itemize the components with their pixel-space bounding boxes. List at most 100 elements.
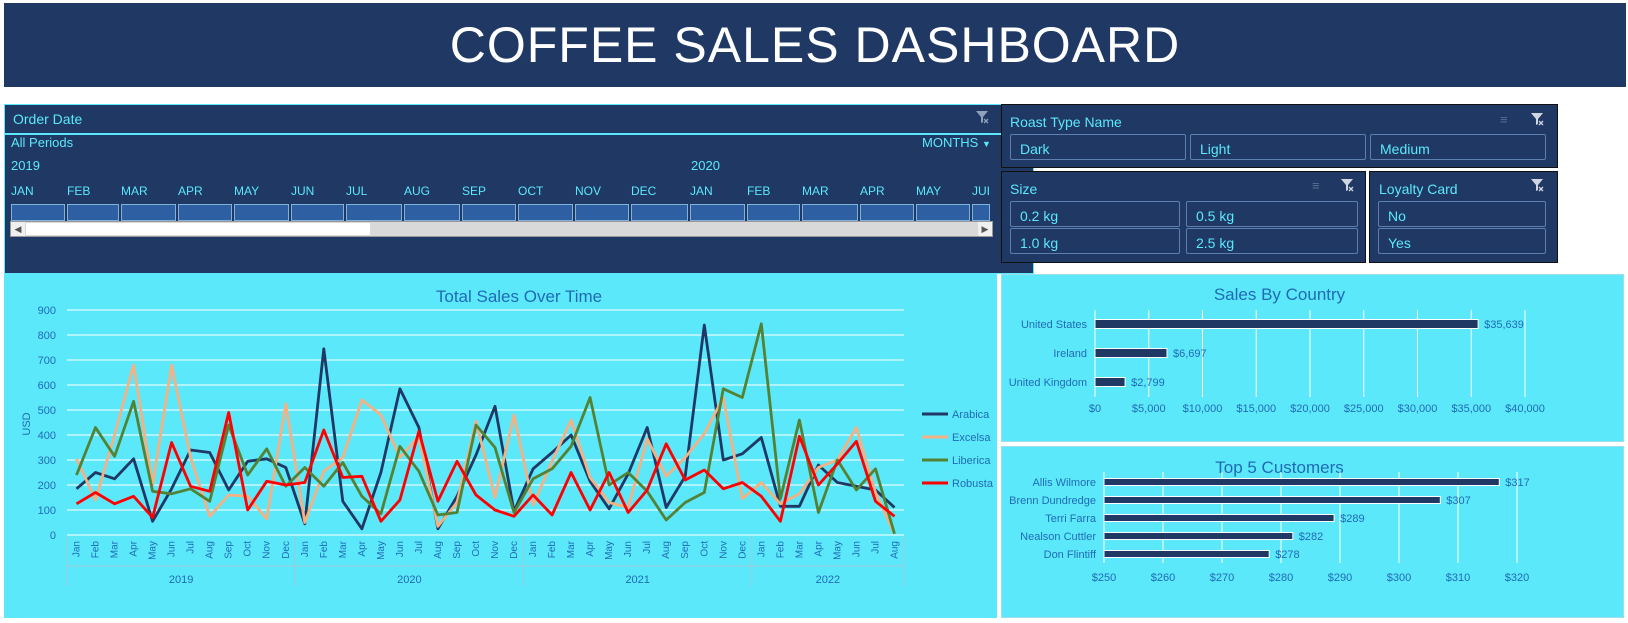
roast-option-light[interactable]: Light	[1190, 134, 1366, 160]
bar	[1094, 377, 1126, 387]
multi-select-icon[interactable]: ≡	[1312, 178, 1320, 193]
size-option-0-2kg[interactable]: 0.2 kg	[1010, 201, 1180, 227]
timeline-scrollbar[interactable]: ◀ ▶	[10, 221, 993, 237]
x-tick-label: Jun	[395, 541, 406, 557]
timeline-month-bar[interactable]	[346, 204, 402, 221]
timeline-month-bar[interactable]	[518, 204, 573, 221]
clear-filter-icon[interactable]	[1530, 112, 1544, 126]
timeline-month-bar[interactable]	[67, 204, 119, 221]
multi-select-icon[interactable]: ≡	[1500, 112, 1508, 127]
x-tick-label: May	[604, 541, 615, 560]
timeline-header: Order Date	[5, 105, 1035, 135]
x-tick-label: Jan	[72, 541, 83, 557]
data-label: $317	[1505, 477, 1529, 489]
x-tick-label: $20,000	[1290, 403, 1330, 415]
scroll-left-arrow-icon[interactable]: ◀	[11, 222, 25, 236]
x-tick-label: Sep	[224, 541, 235, 559]
country-bar-chart: $0 $5,000 $10,000 $15,000 $20,000 $25,000 $30,…	[1009, 310, 1545, 415]
x-tick-label: Nov	[262, 541, 273, 559]
timeline-month-label: FEB	[747, 184, 771, 198]
x-tick-label: Jul	[870, 541, 881, 554]
size-option-1-0kg[interactable]: 1.0 kg	[1010, 228, 1180, 254]
timeline-month-bar[interactable]	[860, 204, 914, 221]
x-tick-label: Jun	[167, 541, 178, 557]
timeline-month-bar[interactable]	[972, 204, 990, 221]
x-tick-label: Dec	[509, 541, 520, 559]
scrollbar-thumb[interactable]	[26, 223, 370, 235]
x-tick-label: May	[832, 541, 843, 560]
year-label-2019: 2019	[11, 158, 40, 173]
x-tick-label: Feb	[91, 541, 102, 559]
x-tick-label: $10,000	[1183, 403, 1223, 415]
category-label: Allis Wilmore	[1032, 477, 1096, 489]
series-line-robusta	[75, 411, 896, 523]
customers-chart-title: Top 5 Customers	[1215, 458, 1344, 477]
y-tick-label: 600	[38, 380, 56, 392]
timeline-month-label: AUG	[404, 184, 431, 198]
timeline-month-label: MAY	[916, 184, 942, 198]
timeline-label: Order Date	[13, 111, 83, 127]
x-tick-label: $40,000	[1505, 403, 1545, 415]
x-tick-label: Mar	[110, 540, 121, 558]
timeline-month-bar[interactable]	[178, 204, 232, 221]
bar	[1103, 550, 1270, 558]
roast-option-medium[interactable]: Medium	[1370, 134, 1546, 160]
size-option-0-5kg[interactable]: 0.5 kg	[1186, 201, 1358, 227]
x-tick-label: Mar	[794, 540, 805, 558]
year-label: 2020	[397, 574, 421, 586]
timeline-month-bar[interactable]	[690, 204, 745, 221]
loyalty-slicer-title: Loyalty Card	[1379, 181, 1458, 197]
x-tick-label: $280	[1269, 572, 1293, 584]
loyalty-option-no[interactable]: No	[1378, 201, 1546, 227]
size-slicer	[1001, 171, 1366, 263]
timeline-month-label: MAY	[234, 184, 260, 198]
x-tick-label: Feb	[547, 541, 558, 559]
timeline-month-bar[interactable]	[291, 204, 344, 221]
timeline-month-bar[interactable]	[631, 204, 688, 221]
timeline-month-bar[interactable]	[121, 204, 176, 221]
x-tick-label: Mar	[338, 540, 349, 558]
x-tick-label: $5,000	[1132, 403, 1166, 415]
size-option-2-5kg[interactable]: 2.5 kg	[1186, 228, 1358, 254]
timeline-month-bar[interactable]	[916, 204, 970, 221]
x-tick-label: $300	[1387, 572, 1411, 584]
roast-slicer-title: Roast Type Name	[1010, 114, 1122, 130]
loyalty-option-yes[interactable]: Yes	[1378, 228, 1546, 254]
x-tick-label: Jan	[300, 541, 311, 557]
roast-option-dark[interactable]: Dark	[1010, 134, 1186, 160]
time-unit-label: MONTHS	[922, 135, 979, 150]
x-tick-label: Oct	[471, 541, 482, 557]
x-tick-label: May	[148, 541, 159, 560]
legend-label: Arabica	[952, 409, 990, 421]
timeline-month-bar[interactable]	[234, 204, 289, 221]
clear-filter-icon[interactable]	[975, 110, 989, 124]
bar	[1094, 319, 1479, 329]
scroll-right-arrow-icon[interactable]: ▶	[978, 222, 992, 236]
legend-label: Excelsa	[952, 432, 991, 444]
all-periods-label: All Periods	[11, 135, 74, 150]
timeline-month-bar[interactable]	[11, 204, 65, 221]
y-tick-label: 0	[50, 530, 56, 542]
series-line-arabica	[75, 323, 896, 531]
x-tick-label: $35,000	[1451, 403, 1491, 415]
x-tick-label: $25,000	[1344, 403, 1384, 415]
dashboard-title: COFFEE SALES DASHBOARD	[4, 3, 1626, 87]
timeline-month-bar[interactable]	[802, 204, 858, 221]
x-tick-label: Dec	[281, 541, 292, 559]
time-unit-dropdown[interactable]: MONTHS ▼	[922, 135, 991, 150]
data-label: $2,799	[1131, 377, 1165, 389]
category-label: Terri Farra	[1045, 513, 1097, 525]
order-date-timeline[interactable]: Order Date	[4, 104, 1035, 274]
bar	[1103, 478, 1500, 486]
timeline-month-bar[interactable]	[747, 204, 800, 221]
timeline-month-bar[interactable]	[404, 204, 460, 221]
clear-filter-icon[interactable]	[1340, 178, 1354, 192]
timeline-month-label: OCT	[518, 184, 544, 198]
bar	[1103, 496, 1441, 504]
timeline-month-bar[interactable]	[462, 204, 516, 221]
loyalty-card-slicer	[1369, 171, 1558, 263]
year-label: 2021	[625, 574, 649, 586]
bar	[1103, 532, 1294, 540]
clear-filter-icon[interactable]	[1530, 178, 1544, 192]
timeline-month-bar[interactable]	[575, 204, 629, 221]
